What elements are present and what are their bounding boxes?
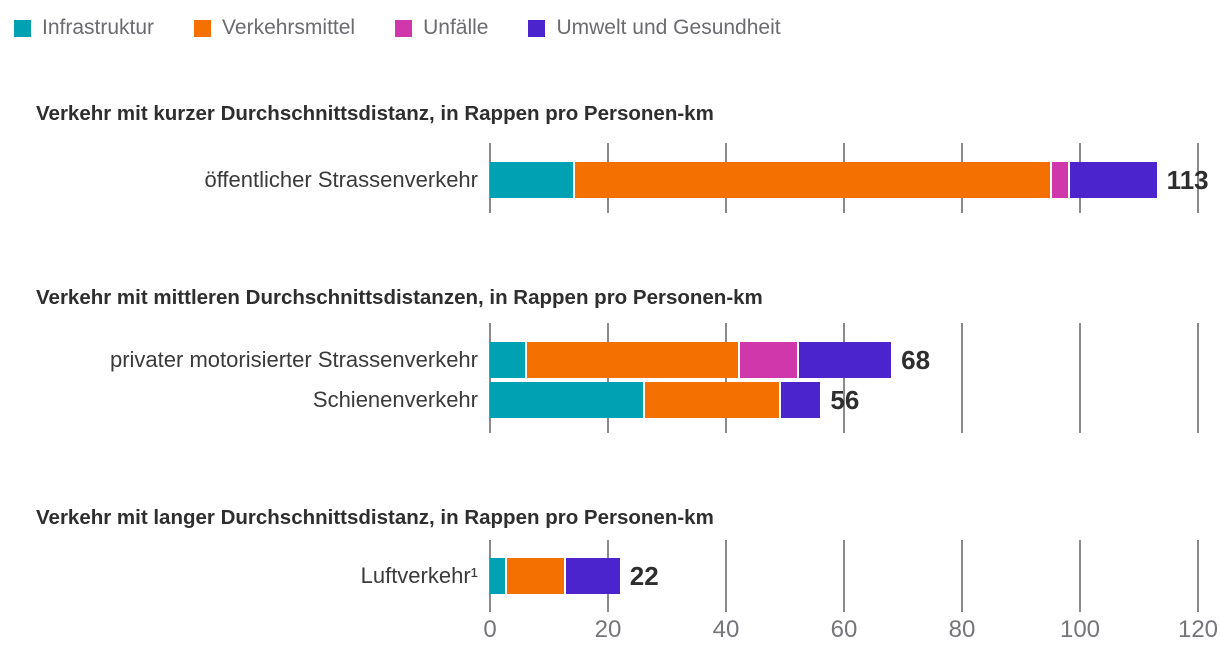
axis-tick-label: 40 — [712, 616, 740, 643]
bar-row: privater motorisierter Strassenverkehr 68 — [0, 342, 1220, 378]
stacked-bar: 113 — [490, 162, 1209, 198]
bar-segment-umwelt-und-gesundheit — [1068, 162, 1157, 198]
bar-segment-umwelt-und-gesundheit — [779, 382, 821, 418]
legend-item-infrastruktur: Infrastruktur — [14, 16, 154, 40]
bar-segment-verkehrsmittel — [643, 382, 780, 418]
gridline — [725, 540, 727, 598]
bar-segment-verkehrsmittel — [504, 558, 564, 594]
bar-row: Schienenverkehr 56 — [0, 382, 1220, 418]
section-title-short-distance: Verkehr mit kurzer Durchschnittsdistanz,… — [36, 102, 714, 125]
axis-tick — [1197, 598, 1199, 612]
bar-segment-infrastruktur — [490, 558, 505, 594]
legend-label: Umwelt und Gesundheit — [556, 16, 781, 39]
legend-label: Verkehrsmittel — [222, 16, 356, 39]
bar-total-label: 113 — [1166, 164, 1209, 195]
bar-row: Luftverkehr¹ 22 — [0, 558, 1220, 594]
bar-category-label: öffentlicher Strassenverkehr — [204, 167, 478, 192]
chart-medium-distance: privater motorisierter Strassenverkehr 68… — [0, 323, 1220, 433]
bar-segment-umwelt-und-gesundheit — [563, 558, 620, 594]
bar-segment-infrastruktur — [490, 162, 573, 198]
bar-segment-infrastruktur — [490, 382, 644, 418]
x-axis: 0 20 40 60 80 100 120 — [0, 598, 1220, 650]
gridline — [961, 323, 963, 433]
gridline — [489, 323, 491, 433]
stacked-bar: 68 — [490, 342, 1198, 378]
gridline — [1079, 540, 1081, 598]
x-axis-ticks: 0 20 40 60 80 100 120 — [483, 598, 1218, 650]
bar-segment-verkehrsmittel — [525, 342, 738, 378]
section-long-distance: Verkehr mit langer Durchschnittsdistanz,… — [0, 505, 1220, 598]
legend-swatch-infrastruktur — [14, 19, 31, 37]
legend-swatch-umwelt-und-gesundheit — [528, 19, 546, 37]
axis-tick — [607, 598, 609, 612]
gridline — [725, 323, 727, 433]
gridline — [843, 323, 845, 433]
axis-tick — [725, 598, 727, 612]
axis-tick — [1079, 598, 1081, 612]
bar-segment-unfaelle — [737, 342, 797, 378]
bar-category-label: Schienenverkehr — [312, 387, 478, 412]
legend-swatch-verkehrsmittel — [194, 19, 212, 37]
bar-total-label: 22 — [629, 560, 659, 591]
gridline — [843, 540, 845, 598]
bar-segment-infrastruktur — [490, 342, 526, 378]
axis-tick-label: 80 — [948, 616, 976, 643]
gridline — [1079, 323, 1081, 433]
gridline — [607, 323, 609, 433]
section-medium-distance: Verkehr mit mittleren Durchschnittsdista… — [0, 285, 1220, 433]
legend-label: Infrastruktur — [42, 16, 155, 39]
axis-tick-label: 20 — [594, 616, 622, 643]
axis-tick-label: 0 — [483, 616, 497, 643]
legend: Infrastruktur Verkehrsmittel Unfälle Umwelt… — [0, 0, 1220, 42]
section-title-medium-distance: Verkehr mit mittleren Durchschnittsdista… — [36, 286, 763, 309]
bar-category-label: privater motorisierter Strassenverkehr — [109, 347, 478, 372]
legend-item-umwelt-und-gesundheit: Umwelt und Gesundheit — [528, 16, 781, 40]
section-short-distance: Verkehr mit kurzer Durchschnittsdistanz,… — [0, 101, 1220, 213]
gridline — [961, 540, 963, 598]
gridline — [1197, 323, 1199, 433]
bar-segment-umwelt-und-gesundheit — [796, 342, 892, 378]
bar-row: öffentlicher Strassenverkehr 113 — [0, 162, 1220, 198]
legend-label: Unfälle — [423, 16, 489, 39]
bar-category-label: Luftverkehr¹ — [360, 563, 478, 588]
gridlines — [489, 323, 1199, 433]
axis-tick-label: 60 — [830, 616, 858, 643]
legend-item-unfaelle: Unfälle — [395, 16, 488, 40]
axis-tick-label: 100 — [1059, 616, 1101, 643]
chart-long-distance: Luftverkehr¹ 22 — [0, 540, 1220, 598]
stacked-bar: 22 — [490, 558, 1198, 594]
legend-swatch-unfaelle — [395, 19, 413, 37]
bar-total-label: 68 — [901, 344, 931, 375]
legend-item-verkehrsmittel: Verkehrsmittel — [194, 16, 355, 40]
bar-total-label: 56 — [830, 384, 860, 415]
gridline — [1197, 540, 1199, 598]
gridline — [1197, 143, 1199, 213]
axis-tick — [961, 598, 963, 612]
axis-tick-label: 120 — [1177, 616, 1219, 643]
chart-short-distance: öffentlicher Strassenverkehr 113 — [0, 143, 1220, 213]
axis-tick — [843, 598, 845, 612]
section-title-long-distance: Verkehr mit langer Durchschnittsdistanz,… — [36, 506, 714, 529]
bar-segment-unfaelle — [1050, 162, 1069, 198]
bar-segment-verkehrsmittel — [572, 162, 1051, 198]
axis-tick — [489, 598, 491, 612]
stacked-bar: 56 — [490, 382, 1198, 418]
